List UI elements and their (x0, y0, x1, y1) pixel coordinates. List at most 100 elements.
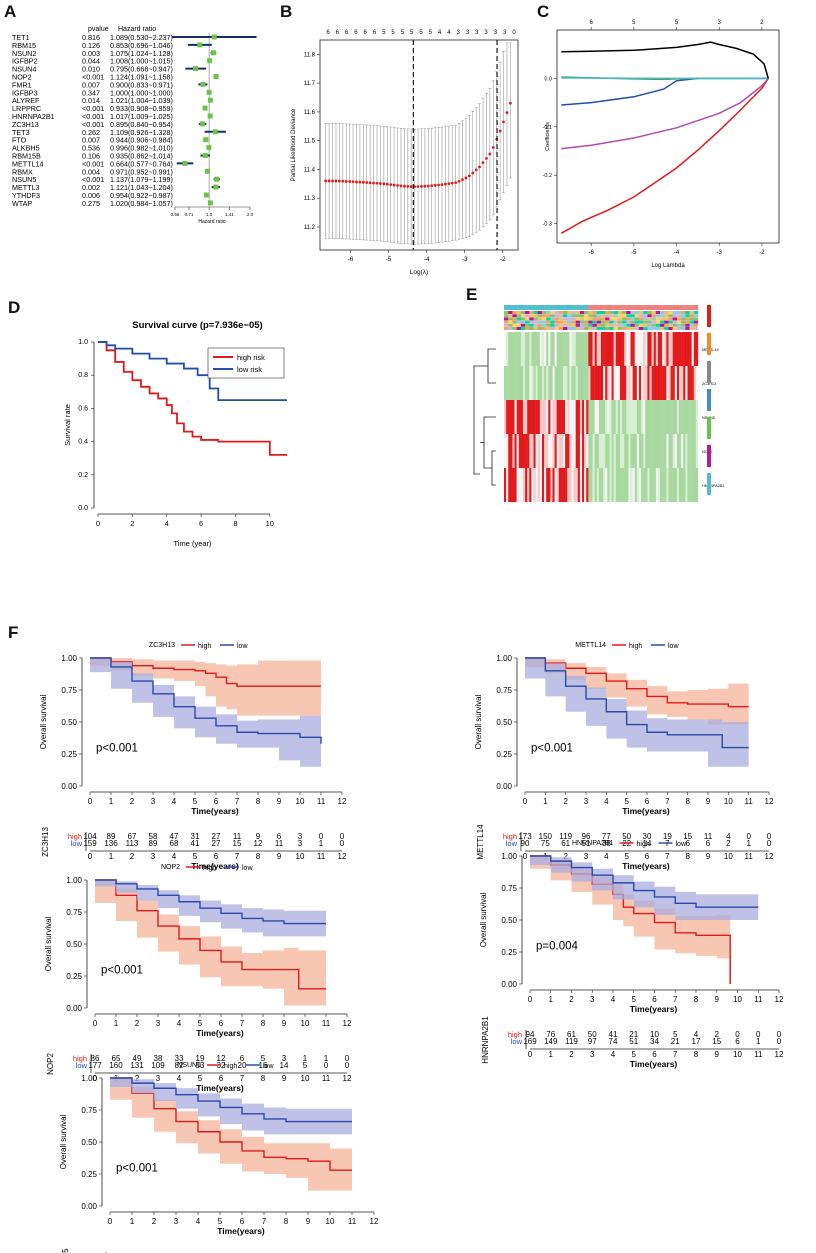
plot-gene-title: ZC3H13 (149, 642, 175, 649)
top-axis-label: 5 (419, 30, 423, 36)
heatmap-cell (630, 400, 633, 434)
y-tick-label: 0.25 (61, 750, 77, 759)
x-axis-label: Time(years) (191, 806, 239, 816)
y-tick-label: 11.4 (304, 167, 316, 173)
y-tick-label: 0.50 (66, 940, 82, 949)
plot-gene-title: NOP2 (161, 864, 180, 871)
annotation-cell (520, 327, 526, 330)
pvalue-label: 0.007 (82, 136, 100, 145)
legend-low-label: low (242, 865, 253, 872)
x-tick-label: 9 (282, 1019, 287, 1028)
risk-x-tick-label: 7 (235, 852, 240, 861)
risk-low-count: 0 (324, 1061, 329, 1070)
heatmap-cell (617, 468, 621, 502)
risk-low-count: 17 (692, 1037, 701, 1046)
top-axis-label: 5 (429, 30, 433, 36)
annotation-cell (668, 327, 673, 330)
annotation-cell (655, 317, 661, 321)
heatmap-cell (626, 332, 629, 366)
group-bar-cell (522, 305, 526, 310)
group-bar-cell (548, 305, 551, 310)
group-bar-cell (649, 305, 652, 310)
x-tick-label: 11 (754, 995, 763, 1004)
deviance-point (409, 185, 413, 188)
risk-high-count: 5 (673, 1030, 678, 1039)
risk-high-count: 49 (133, 1054, 142, 1063)
heatmap-cell (577, 468, 581, 502)
heatmap-cell (687, 468, 690, 502)
annotation-cell (533, 320, 538, 324)
heatmap-cell (554, 434, 557, 468)
risk-low-count: 27 (212, 839, 221, 848)
gene-label: WTAP (12, 199, 32, 208)
heatmap-cell (520, 400, 524, 434)
survival-step (98, 341, 287, 456)
risk-low-label: low (71, 839, 83, 848)
y-tick-label: 0.25 (66, 972, 82, 981)
heatmap-cell (634, 366, 638, 400)
heatmap-cell (571, 332, 574, 366)
risk-low-count: 0 (777, 1037, 782, 1046)
risk-high-count: 11 (233, 832, 242, 841)
heatmap-cell (632, 400, 635, 434)
annotation-cell (676, 320, 682, 324)
annotation-cell (613, 327, 619, 330)
hr-point (207, 113, 213, 119)
heatmap-cell (546, 366, 549, 400)
y-tick-label: 0.00 (61, 782, 77, 791)
heatmap-cell (539, 434, 543, 468)
x-axis-label: Time(years) (622, 806, 670, 816)
heatmap-cell (529, 400, 532, 434)
x-tick-label: 0 (93, 1019, 98, 1028)
risk-x-tick-label: 7 (240, 1074, 245, 1083)
heatmap-cell (689, 434, 692, 468)
annotation-cell (626, 327, 631, 330)
heatmap-cell (605, 468, 608, 502)
heatmap-cell (522, 468, 526, 502)
heatmap-cell (598, 400, 602, 434)
heatmap-cell (582, 400, 585, 434)
group-bar-cell (674, 305, 678, 310)
annotation-cell (546, 327, 551, 330)
annotation-cell (550, 314, 555, 318)
x-tick-label: 9 (277, 797, 282, 806)
heatmap-cell (563, 400, 566, 434)
annotation-cell (529, 317, 534, 321)
group-bar-cell (508, 305, 511, 310)
annotation-cell (525, 327, 530, 330)
risk-low-count: 14 (643, 839, 652, 848)
heatmap-cell (535, 332, 538, 366)
heatmap-cell (552, 468, 555, 502)
heatmap-cell (504, 332, 507, 366)
annotation-cell (626, 320, 631, 324)
group-bar-cell (636, 305, 640, 310)
risk-high-count: 1 (324, 1054, 329, 1063)
survival-step (525, 657, 749, 708)
heatmap-cell (537, 400, 541, 434)
annotation-cell (563, 320, 568, 324)
deviance-point (478, 165, 482, 169)
risk-x-axis-label: Time(years) (630, 1059, 678, 1069)
deviance-point (372, 181, 375, 185)
heatmap-cell (565, 434, 568, 468)
group-bar-cell (681, 305, 684, 310)
panel-label-a: A (4, 2, 17, 21)
annotation-cell (609, 320, 614, 324)
annotation-cell (634, 311, 640, 314)
annotation-cell (550, 320, 555, 324)
pvalue-label: 0.044 (82, 57, 100, 66)
y-tick-label: 0.75 (501, 884, 517, 893)
annotation-cell (655, 311, 661, 314)
heatmap-cell (506, 434, 509, 468)
heatmap-cell (636, 366, 640, 400)
annotation-cell (622, 311, 627, 314)
x-tick-label: -2 (759, 250, 765, 256)
heatmap-cell (556, 400, 560, 434)
risk-x-tick-label: 9 (282, 1074, 287, 1083)
heatmap-cell (645, 468, 648, 502)
group-bar-cell (655, 305, 659, 310)
y-tick-label: 0.25 (501, 948, 517, 957)
group-bar-cell (645, 305, 648, 310)
heatmap-cell (582, 434, 585, 468)
heatmap-cell (560, 332, 564, 366)
